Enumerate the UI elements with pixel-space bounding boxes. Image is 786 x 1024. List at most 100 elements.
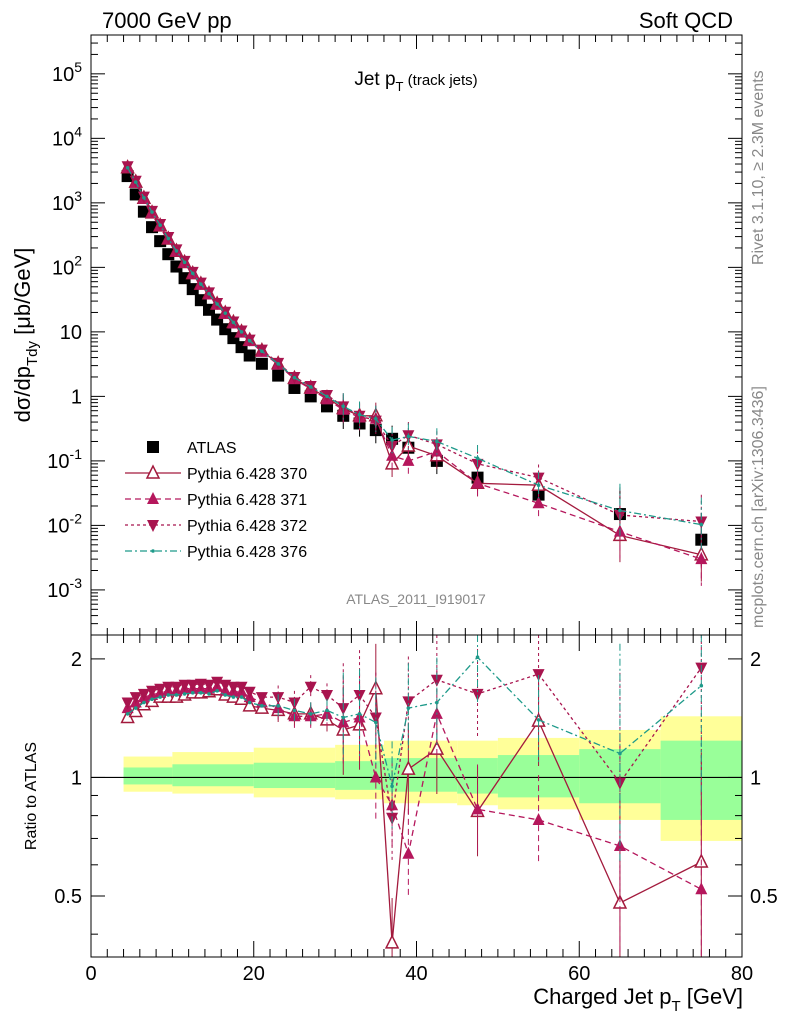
y-tick-label-main: 10-1 [47, 446, 82, 473]
ratio-point-pythia-6-428-376 [190, 691, 195, 695]
ratio-bands [91, 716, 742, 841]
point-atlas [129, 188, 142, 201]
point-pythia-6-428-376 [435, 439, 439, 444]
ratio-point-pythia-6-428-370 [401, 760, 416, 775]
x-tick-label: 60 [568, 963, 590, 985]
point-pythia-6-428-376 [215, 302, 219, 306]
ratio-point-pythia-6-428-376 [125, 712, 130, 716]
header-left: 7000 GeV pp [102, 8, 232, 33]
ratio-point-pythia-6-428-370 [242, 697, 257, 712]
x-tick-label: 20 [243, 963, 265, 985]
ratio-series-pythia-6-428-376 [125, 635, 704, 864]
ratio-point-pythia-6-428-372 [170, 681, 183, 694]
point-pythia-6-428-376 [308, 385, 313, 389]
legend-label: Pythia 6.428 376 [187, 544, 307, 561]
ratio-point-pythia-6-428-372 [121, 697, 134, 710]
ratio-point-pythia-6-428-372 [243, 686, 256, 699]
ratio-point-pythia-6-428-376 [158, 695, 162, 699]
y-tick-label-main: 104 [52, 123, 82, 150]
y-tick-label-main: 105 [52, 59, 82, 86]
point-atlas [170, 260, 183, 273]
legend-item-pythia-6-428-370: Pythia 6.428 370 [125, 464, 307, 483]
ratio-point-pythia-6-428-376 [142, 700, 146, 705]
y-tick-label-ratio-left: 1 [71, 767, 82, 789]
legend-marker [147, 441, 159, 453]
ratio-point-pythia-6-428-372 [227, 681, 240, 694]
ratio-point-pythia-6-428-376 [174, 693, 179, 697]
ratio-point-pythia-6-428-376 [166, 693, 171, 697]
main-plot-title: Jet pT (track jets) [354, 69, 477, 94]
point-pythia-6-428-376 [699, 522, 704, 527]
legend-item-pythia-6-428-371: Pythia 6.428 371 [125, 492, 307, 509]
point-pythia-6-428-376 [166, 236, 171, 241]
point-pythia-6-428-376 [182, 260, 187, 265]
point-pythia-6-428-376 [357, 412, 362, 417]
ratio-point-pythia-6-428-376 [475, 655, 480, 660]
y-tick-label-ratio-right: 0.5 [750, 886, 778, 908]
x-tick-label: 80 [731, 963, 753, 985]
point-atlas [255, 357, 268, 370]
ratio-point-pythia-6-428-376 [406, 706, 411, 710]
legend-item-atlas: ATLAS [147, 440, 237, 457]
ratio-point-pythia-6-428-376 [618, 751, 622, 756]
ratio-point-pythia-6-428-372 [471, 688, 484, 701]
point-atlas [272, 369, 285, 382]
point-pythia-6-428-376 [325, 394, 329, 399]
y-tick-label-ratio-right: 2 [750, 649, 761, 671]
ratio-point-pythia-6-428-376 [374, 720, 378, 725]
y-tick-label-ratio-left: 2 [71, 649, 82, 671]
ratio-point-pythia-6-428-372 [430, 674, 443, 687]
point-pythia-6-428-376 [247, 338, 252, 343]
x-tick-label: 40 [405, 963, 427, 985]
point-pythia-6-428-376 [239, 330, 244, 334]
point-pythia-6-428-376 [406, 434, 411, 439]
point-pythia-6-428-376 [190, 271, 195, 276]
y-tick-label-ratio-right: 1 [750, 767, 761, 789]
ratio-point-pythia-6-428-372 [255, 692, 268, 705]
ratio-point-pythia-6-428-372 [202, 679, 215, 692]
point-pythia-6-428-371 [532, 496, 545, 509]
ratio-point-pythia-6-428-376 [308, 712, 313, 716]
ratio-point-pythia-6-428-376 [182, 692, 187, 696]
ratio-point-pythia-6-428-371 [471, 802, 484, 815]
point-atlas [288, 381, 301, 394]
point-pythia-6-428-371 [695, 552, 708, 565]
point-pythia-6-428-376 [125, 165, 130, 170]
ratio-point-pythia-6-428-376 [247, 700, 252, 705]
ratio-point-pythia-6-428-376 [435, 700, 439, 705]
ratio-point-pythia-6-428-376 [276, 704, 280, 708]
ratio-point-pythia-6-428-371 [695, 882, 708, 895]
legend-marker [147, 520, 159, 532]
point-pythia-6-428-376 [292, 375, 297, 380]
x-tick-label: 0 [85, 963, 96, 985]
ratio-point-pythia-6-428-371 [532, 812, 545, 825]
point-pythia-6-428-376 [536, 483, 541, 487]
main-plot-ylabel: dσ/dpTdy [μb/GeV] [10, 248, 41, 423]
ratio-point-pythia-6-428-376 [536, 718, 541, 722]
point-pythia-6-428-371 [471, 476, 484, 489]
ratio-point-pythia-6-428-372 [235, 681, 248, 694]
header-right: Soft QCD [639, 8, 733, 33]
ratio-point-pythia-6-428-376 [223, 693, 228, 697]
ratio-point-pythia-6-428-376 [133, 706, 138, 710]
ratio-point-pythia-6-428-371 [320, 706, 333, 719]
y-tick-label-ratio-left: 0.5 [54, 886, 82, 908]
ratio-point-pythia-6-428-376 [357, 712, 362, 716]
ratio-point-pythia-6-428-370 [384, 934, 400, 949]
ratio-point-pythia-6-428-372 [162, 681, 175, 694]
point-atlas [178, 272, 191, 285]
main-plot: 10-3 10-2 10-1 1 10 102 103 104 105 Jet pT (trac… [10, 34, 743, 636]
ratio-point-pythia-6-428-372 [129, 692, 142, 705]
point-atlas [243, 349, 256, 362]
legend-marker [147, 492, 159, 504]
point-pythia-6-428-376 [374, 416, 378, 421]
ratio-point-pythia-6-428-376 [239, 695, 244, 699]
point-pythia-6-428-376 [207, 291, 211, 296]
point-pythia-6-428-376 [150, 210, 154, 214]
ratio-point-pythia-6-428-376 [215, 688, 219, 693]
point-pythia-6-428-376 [133, 180, 138, 184]
ratio-point-pythia-6-428-376 [341, 715, 346, 720]
point-pythia-6-428-376 [260, 349, 264, 354]
watermark: ATLAS_2011_I919017 [346, 591, 486, 607]
